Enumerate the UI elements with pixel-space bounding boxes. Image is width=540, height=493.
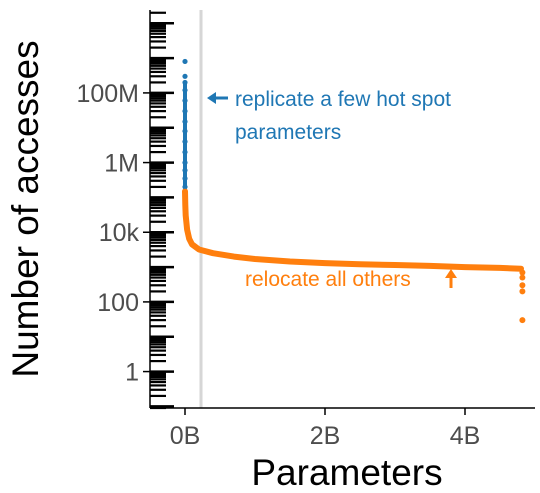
- hot-point: [182, 119, 188, 125]
- others-point: [182, 188, 188, 194]
- y-tick-label: 100M: [76, 80, 139, 108]
- others-point: [357, 261, 363, 267]
- others-point: [519, 274, 526, 281]
- x-tick-label: 2B: [310, 422, 341, 450]
- others-point: [519, 282, 526, 289]
- others-point: [189, 241, 195, 247]
- x-axis-title: Parameters: [251, 452, 442, 493]
- hot-point: [182, 73, 188, 79]
- others-point: [462, 264, 468, 270]
- others-point: [392, 262, 398, 268]
- annotations: replicate a few hot spot parameters reloca…: [207, 88, 457, 291]
- others-point: [519, 317, 526, 324]
- hot-point: [182, 184, 188, 190]
- others-point: [183, 213, 189, 219]
- others-point: [184, 226, 190, 233]
- data-points: [182, 58, 526, 324]
- hot-point: [182, 149, 188, 155]
- others-point: [210, 250, 216, 256]
- hot-point: [182, 139, 188, 145]
- y-tick-label: 1M: [104, 150, 139, 178]
- others-point: [519, 269, 526, 276]
- y-axis-rug: [150, 11, 174, 410]
- hot-point: [182, 175, 188, 182]
- hot-point: [182, 87, 188, 93]
- x-tick-label: 0B: [170, 422, 201, 450]
- y-tick-label: 10k: [99, 219, 140, 247]
- hot-point: [182, 128, 188, 134]
- others-point: [287, 258, 293, 265]
- y-tick-label: 1: [125, 359, 139, 387]
- others-point: [519, 288, 526, 295]
- others-point: [322, 260, 328, 266]
- others-point: [186, 236, 192, 242]
- y-axis-ticks: 1 100 10k 1M 100M: [76, 80, 150, 387]
- hot-point: [182, 167, 188, 173]
- others-annotation-arrowhead: [445, 269, 457, 278]
- others-point: [196, 246, 202, 253]
- y-tick-label: 100: [97, 289, 139, 317]
- others-point: [497, 265, 503, 271]
- x-tick-label: 4B: [450, 422, 481, 450]
- hot-point: [182, 58, 188, 65]
- hot-point: [182, 79, 188, 86]
- others-point: [252, 256, 258, 262]
- hot-annotation-label: parameters: [235, 121, 341, 144]
- hot-annotation-label: replicate a few hot spot: [235, 88, 451, 111]
- hot-annotation-arrowhead: [207, 92, 216, 104]
- others-point: [427, 263, 433, 269]
- y-axis-title: Number of accesses: [5, 40, 46, 377]
- hot-point: [182, 98, 188, 104]
- hot-point: [182, 159, 188, 166]
- x-axis-ticks: 0B 2B 4B: [170, 408, 481, 450]
- others-annotation-label: relocate all others: [245, 268, 411, 291]
- others-point: [182, 202, 188, 208]
- hot-point: [182, 108, 188, 114]
- others-point: [231, 253, 237, 260]
